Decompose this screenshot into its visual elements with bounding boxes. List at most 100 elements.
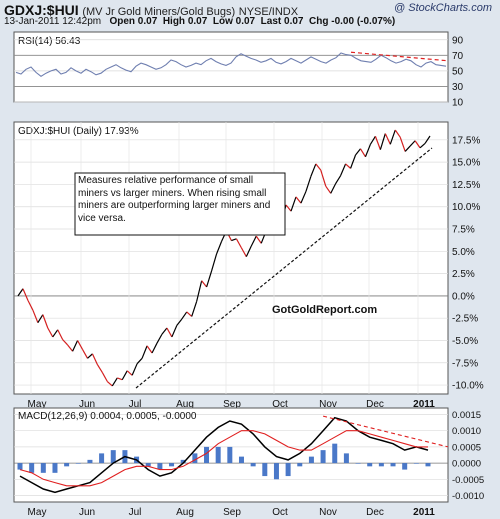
price-segment (52, 329, 59, 338)
price-segment (32, 309, 39, 323)
price-segment (47, 327, 54, 338)
macd-histogram-bar (64, 463, 70, 467)
macd-tick-label: 0.0005 (452, 442, 481, 453)
macd-histogram-bar (180, 459, 186, 464)
price-segment (315, 163, 322, 171)
rsi-trendline (350, 51, 449, 62)
macd-histogram-bar (332, 443, 338, 464)
price-month-label: Nov (319, 399, 337, 410)
macd-histogram-bar (75, 463, 81, 464)
price-segment (359, 148, 366, 158)
annotation-text: Measures relative performance of small m… (78, 175, 271, 224)
price-segment (146, 345, 153, 354)
price-segment (374, 136, 381, 150)
security-name: (MV Jr Gold Miners/Gold Bugs) (82, 6, 236, 18)
price-segment (355, 148, 361, 156)
price-panel: GDXJ:$HUI (Daily) 17.93% 17.5% 15.0% 12.5%… (13, 121, 484, 410)
symbol-label: GDXJ:$HUI (4, 2, 79, 18)
price-segment (42, 314, 49, 329)
price-segment (82, 349, 89, 359)
rsi-title: RSI(14) 56.43 (18, 36, 81, 47)
macd-histogram-bar (227, 446, 233, 464)
quote-change: Chg -0.00 (-0.07%) (309, 16, 396, 27)
macd-histogram-bar (169, 463, 175, 467)
price-segment (424, 135, 431, 144)
price-segment (235, 238, 242, 249)
price-segment (295, 196, 302, 204)
macd-histogram-bar (17, 463, 23, 470)
price-tick-label: -7.5% (452, 358, 478, 369)
price-month-label: Oct (272, 399, 288, 410)
macd-panel: 0.0015 0.0010 0.0005 0.0000 -0.0005 -0.0010 M… (13, 407, 484, 518)
macd-histogram-bar (355, 463, 361, 464)
price-segment (340, 163, 347, 176)
price-segment (186, 311, 193, 317)
support-trendline (135, 147, 433, 389)
watermark-credit: GotGoldReport.com (272, 304, 377, 316)
price-month-label: May (28, 399, 47, 410)
macd-month-label: Dec (366, 507, 384, 518)
price-segment (37, 314, 44, 323)
price-segment (335, 175, 342, 184)
macd-histogram-bar (157, 463, 163, 470)
macd-histogram-bar (413, 463, 419, 464)
price-segment (91, 353, 98, 365)
price-tick-label: -10.0% (452, 381, 484, 392)
price-month-label: Jun (79, 399, 95, 410)
price-segment (201, 280, 208, 288)
price-segment (111, 377, 118, 387)
price-segment (161, 327, 168, 335)
price-title: GDXJ:$HUI (Daily) 17.93% (18, 126, 139, 137)
price-month-label: 2011 (413, 399, 435, 410)
price-segment (290, 196, 297, 212)
price-segment (27, 300, 34, 311)
rsi-series-line (15, 52, 447, 77)
price-segment (419, 142, 426, 149)
price-segment (206, 270, 213, 288)
macd-histogram-bar (262, 463, 268, 477)
price-tick-label: -5.0% (452, 336, 478, 347)
macd-tick-label: -0.0005 (452, 475, 484, 486)
macd-histogram-bar (238, 456, 244, 464)
macd-histogram-bar (273, 463, 279, 480)
macd-title-text: MACD(12,26,9) 0.0004, 0.0005, -0.0000 (18, 411, 197, 422)
macd-histogram-bar (40, 463, 46, 473)
rsi-panel: RSI(14) 56.43 10 30 50 70 90 (13, 31, 464, 109)
price-segment (117, 377, 123, 381)
price-segment (389, 129, 396, 145)
macd-tick-label: -0.0010 (452, 491, 484, 502)
price-segment (404, 145, 411, 152)
price-tick-label: 15.0% (452, 158, 480, 169)
rsi-tick-label: 30 (452, 82, 464, 93)
price-segment (310, 163, 317, 177)
price-tick-label: -2.5% (452, 314, 478, 325)
price-segment (399, 136, 406, 152)
price-segment (77, 340, 84, 350)
macd-histogram-bar (425, 463, 431, 467)
price-month-label: Jul (129, 399, 142, 410)
price-segment (250, 235, 257, 247)
price-segment (394, 129, 401, 138)
macd-histogram-bar (52, 463, 58, 473)
price-segment (414, 140, 421, 149)
price-segment (67, 344, 74, 352)
price-segment (305, 176, 312, 192)
price-segment (121, 370, 128, 381)
macd-month-label: Jul (129, 507, 142, 518)
price-segment (151, 342, 158, 354)
price-tick-label: 10.0% (452, 202, 480, 213)
price-tick-label: 17.5% (452, 135, 480, 146)
price-segment (166, 327, 173, 338)
macd-histogram-bar (390, 463, 396, 467)
price-tick-label: 5.0% (452, 247, 475, 258)
macd-histogram-bar (215, 446, 221, 464)
quote-line: 13-Jan-2011 12:42pm Open 0.07 High 0.07 … (4, 16, 395, 27)
macd-histogram-bar (250, 463, 256, 467)
price-segment (231, 238, 237, 242)
price-segment (22, 288, 29, 301)
price-segment (409, 140, 416, 147)
price-segment (181, 311, 188, 320)
price-tick-label: 2.5% (452, 269, 475, 280)
price-month-label: Dec (366, 399, 384, 410)
